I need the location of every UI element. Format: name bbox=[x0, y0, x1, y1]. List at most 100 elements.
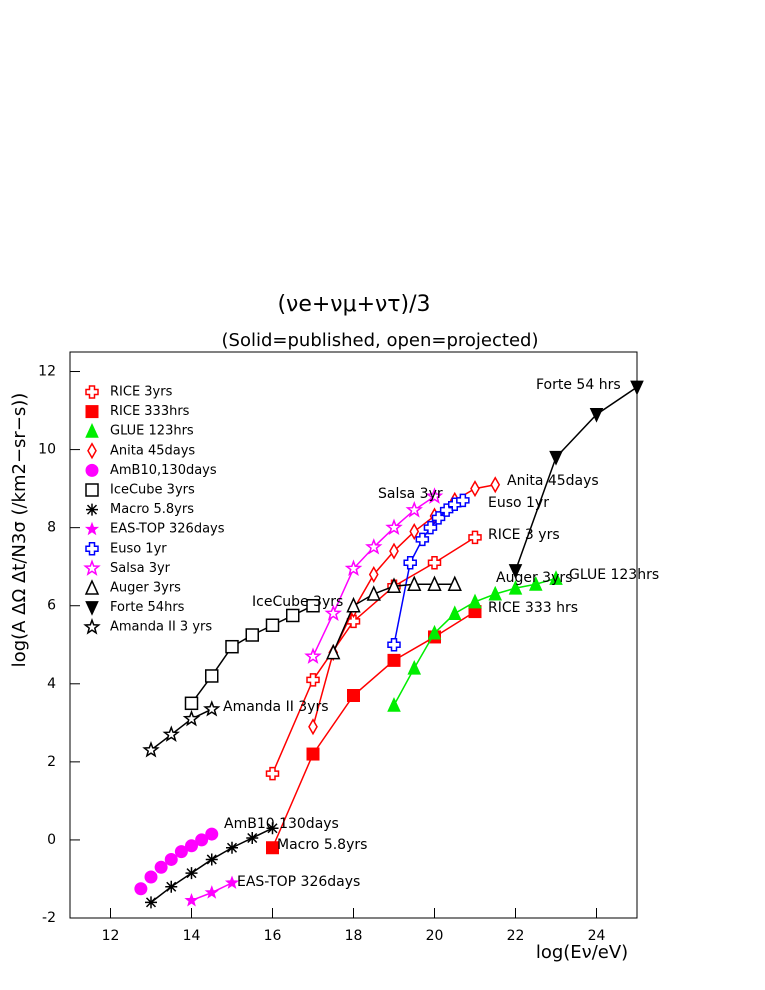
legend-label: Salsa 3yr bbox=[110, 561, 171, 576]
marker bbox=[245, 628, 259, 642]
x-tick-label: 16 bbox=[264, 928, 282, 944]
legend-marker bbox=[85, 483, 99, 497]
marker bbox=[488, 585, 503, 601]
y-tick-label: 0 bbox=[47, 832, 56, 848]
legend-marker bbox=[86, 503, 98, 516]
marker bbox=[425, 487, 444, 504]
x-tick-label: 24 bbox=[588, 928, 606, 944]
marker bbox=[415, 532, 430, 547]
marker bbox=[403, 556, 417, 570]
legend-label: AmB10,130days bbox=[110, 463, 217, 478]
marker bbox=[508, 579, 523, 595]
marker bbox=[387, 638, 401, 652]
annotation: IceCube 3yrs bbox=[252, 594, 343, 610]
legend-marker bbox=[83, 559, 101, 576]
legend-marker bbox=[85, 463, 99, 477]
marker bbox=[326, 643, 341, 660]
legend-label: Macro 5.8yrs bbox=[110, 502, 194, 517]
marker bbox=[427, 624, 442, 640]
marker bbox=[423, 520, 438, 535]
marker bbox=[195, 833, 209, 847]
y-axis-label: log(A ΔΩ Δt/N3σ (/km2−sr−s)) bbox=[9, 393, 30, 668]
y-tick-label: 6 bbox=[47, 598, 56, 614]
annotation: Anita 45days bbox=[507, 473, 599, 489]
marker bbox=[468, 593, 482, 609]
y-tick-label: 4 bbox=[47, 676, 56, 692]
marker bbox=[306, 598, 320, 613]
legend-label: RICE 3yrs bbox=[110, 385, 173, 400]
marker bbox=[366, 585, 381, 601]
marker bbox=[549, 450, 563, 466]
marker bbox=[387, 697, 401, 712]
marker bbox=[266, 841, 279, 855]
marker bbox=[265, 618, 280, 632]
series-line bbox=[271, 610, 476, 849]
marker bbox=[226, 841, 238, 854]
marker bbox=[427, 556, 442, 570]
series-line bbox=[271, 536, 476, 774]
marker bbox=[385, 518, 403, 536]
marker bbox=[368, 565, 379, 584]
y-tick-label: 8 bbox=[47, 520, 56, 536]
x-tick-label: 18 bbox=[345, 928, 363, 944]
marker bbox=[162, 725, 180, 742]
marker bbox=[365, 538, 383, 555]
y-tick-label: 2 bbox=[47, 754, 56, 770]
marker bbox=[389, 542, 399, 560]
marker bbox=[456, 493, 470, 508]
legend-label: EAS-TOP 326days bbox=[110, 522, 225, 537]
marker bbox=[490, 476, 501, 494]
marker bbox=[185, 839, 198, 853]
x-tick-label: 12 bbox=[102, 928, 120, 944]
marker bbox=[266, 822, 279, 835]
marker bbox=[439, 503, 454, 517]
marker bbox=[447, 575, 462, 592]
marker bbox=[225, 639, 239, 654]
annotation: Amanda II 3yrs bbox=[223, 699, 329, 715]
legend-label: IceCube 3yrs bbox=[110, 483, 195, 498]
legend-marker bbox=[85, 385, 99, 399]
marker bbox=[185, 867, 198, 880]
marker bbox=[549, 570, 563, 585]
marker bbox=[468, 530, 482, 545]
marker bbox=[347, 689, 360, 703]
marker bbox=[246, 831, 259, 844]
marker bbox=[447, 605, 462, 621]
marker bbox=[286, 608, 300, 623]
marker bbox=[405, 500, 423, 518]
marker bbox=[265, 766, 280, 781]
marker bbox=[184, 892, 199, 907]
annotation: Forte 54 hrs bbox=[536, 377, 621, 393]
annotation: Salsa 3yr bbox=[378, 486, 443, 502]
marker bbox=[164, 852, 178, 866]
annotation: Euso 1yr bbox=[488, 495, 549, 511]
marker bbox=[528, 576, 543, 591]
marker bbox=[203, 700, 221, 717]
marker bbox=[306, 673, 320, 687]
annotation: Auger 3yrs bbox=[496, 570, 572, 586]
legend-label: Euso 1yr bbox=[110, 541, 167, 556]
legend-label: Anita 45days bbox=[110, 443, 195, 458]
legend-label: GLUE 123hrs bbox=[110, 424, 194, 439]
marker bbox=[470, 480, 480, 498]
marker bbox=[182, 709, 201, 727]
x-tick-label: 14 bbox=[183, 928, 201, 944]
marker bbox=[427, 575, 442, 592]
legend-marker bbox=[85, 601, 99, 616]
marker bbox=[184, 696, 199, 711]
marker bbox=[324, 604, 342, 621]
x-axis-label: log(Eν/eV) bbox=[536, 942, 628, 963]
marker bbox=[346, 596, 361, 613]
annotation: RICE 333 hrs bbox=[488, 600, 578, 616]
marker bbox=[144, 870, 158, 884]
legend-marker bbox=[85, 423, 99, 438]
legend-label: Auger 3yrs bbox=[110, 581, 181, 596]
marker bbox=[308, 718, 318, 736]
legend-marker bbox=[85, 542, 99, 556]
x-tick-label: 20 bbox=[426, 928, 444, 944]
marker bbox=[165, 880, 178, 893]
marker bbox=[224, 875, 240, 889]
marker bbox=[409, 523, 420, 541]
legend-marker bbox=[84, 521, 100, 536]
